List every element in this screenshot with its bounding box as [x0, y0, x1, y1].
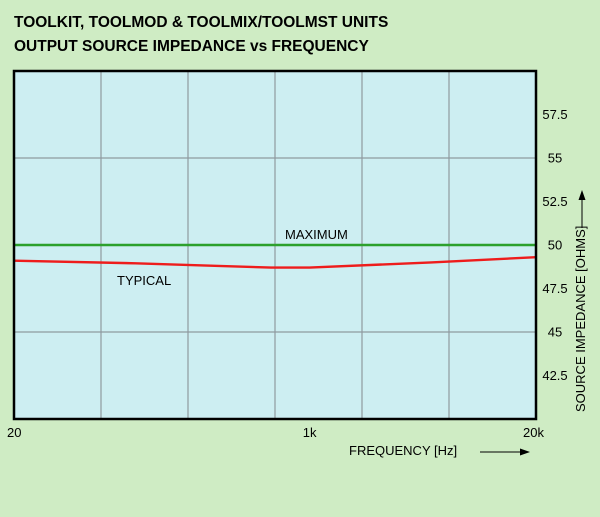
- y-tick-label: 42.5: [542, 368, 567, 383]
- y-tick-labels: 42.5 45 47.5 50 52.5 55 57.5: [542, 107, 567, 383]
- series-layer: [13, 243, 537, 269]
- y-axis-arrow: [578, 190, 586, 228]
- y-tick-label: 52.5: [542, 194, 567, 209]
- y-tick-label: 57.5: [542, 107, 567, 122]
- y-axis-label: SOURCE IMPEDANCE [OHMS]: [573, 226, 588, 412]
- plot-border: [12, 69, 538, 421]
- chart-title-line-2: OUTPUT SOURCE IMPEDANCE vs FREQUENCY: [14, 38, 369, 55]
- x-tick-label: 20k: [523, 425, 544, 440]
- series-label-maximum: MAXIMUM: [285, 227, 348, 242]
- series-label-typical: TYPICAL: [117, 273, 171, 288]
- chart-title-line-1: TOOLKIT, TOOLMOD & TOOLMIX/TOOLMST UNITS: [14, 14, 388, 31]
- x-axis-arrow: [480, 448, 530, 456]
- x-tick-label: 20: [7, 425, 21, 440]
- x-tick-label: 1k: [303, 425, 317, 440]
- y-tick-label: 50: [548, 238, 562, 253]
- x-tick-labels: 20 1k 20k: [7, 425, 544, 440]
- y-tick-label: 55: [548, 151, 562, 166]
- series-line-typical: [13, 256, 537, 269]
- y-tick-label: 45: [548, 325, 562, 340]
- x-axis-label: FREQUENCY [Hz]: [349, 443, 457, 458]
- y-tick-label: 47.5: [542, 281, 567, 296]
